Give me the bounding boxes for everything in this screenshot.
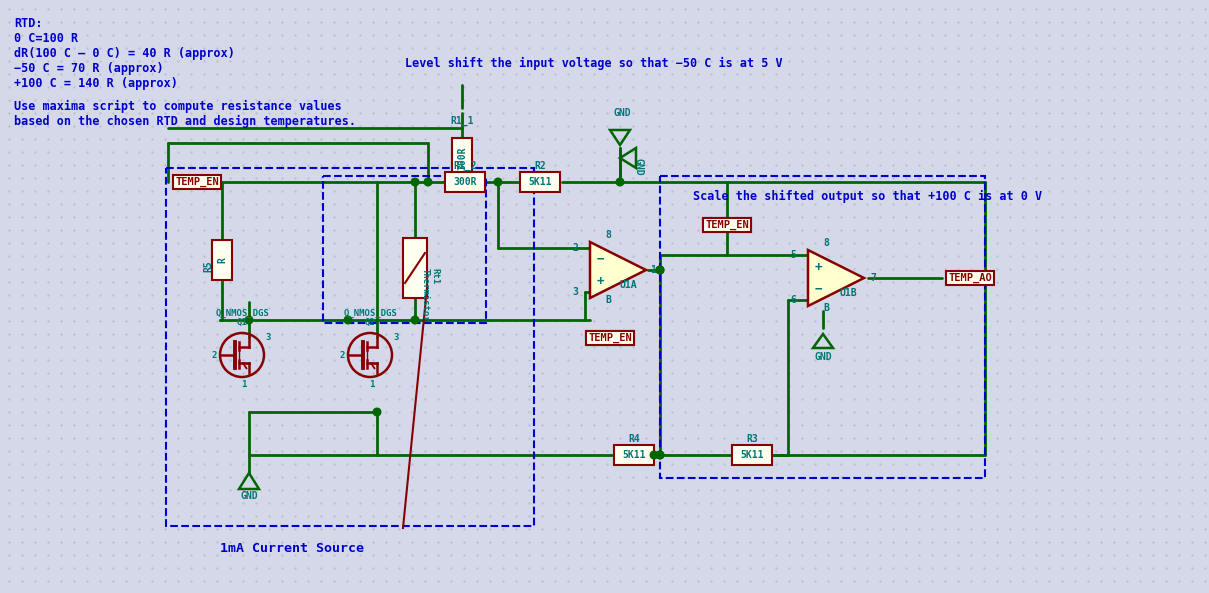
Text: R1_1: R1_1	[450, 116, 474, 126]
Circle shape	[245, 316, 253, 324]
Text: GND: GND	[613, 108, 631, 118]
Bar	[614, 445, 654, 465]
Text: U1B: U1B	[839, 288, 857, 298]
Text: 1: 1	[650, 265, 655, 275]
Text: TEMP_EN: TEMP_EN	[175, 177, 219, 187]
Text: 2: 2	[340, 350, 345, 359]
Text: Use maxima script to compute resistance values: Use maxima script to compute resistance …	[15, 100, 342, 113]
Text: GND: GND	[634, 158, 643, 176]
Text: B: B	[823, 303, 829, 313]
Circle shape	[650, 451, 658, 459]
Text: Q2: Q2	[365, 318, 375, 327]
Text: 6: 6	[791, 295, 796, 305]
Bar	[660, 176, 985, 478]
Bar	[403, 238, 427, 298]
Text: 8: 8	[604, 230, 611, 240]
Text: U1A: U1A	[619, 280, 637, 290]
Circle shape	[656, 451, 664, 459]
Text: R4: R4	[629, 434, 640, 444]
Text: GND: GND	[241, 491, 258, 501]
Text: 1mA Current Source: 1mA Current Source	[220, 542, 364, 555]
Circle shape	[748, 451, 756, 459]
Text: 3: 3	[393, 333, 399, 342]
Polygon shape	[808, 250, 864, 306]
Text: Level shift the input voltage so that −50 C is at 5 V: Level shift the input voltage so that −5…	[405, 57, 782, 70]
Text: 8: 8	[823, 238, 829, 248]
Text: R2: R2	[534, 161, 546, 171]
Text: +: +	[815, 260, 822, 273]
Text: RTD:: RTD:	[15, 17, 42, 30]
Bar	[452, 138, 472, 178]
Bar	[323, 176, 486, 323]
Text: TEMP_EN: TEMP_EN	[705, 220, 748, 230]
Text: Rt1
Thermistor: Rt1 Thermistor	[421, 268, 440, 322]
Text: TEMP_EN: TEMP_EN	[588, 333, 632, 343]
Text: 3: 3	[572, 287, 578, 297]
Circle shape	[424, 178, 432, 186]
Text: Q_NMOS_DGS: Q_NMOS_DGS	[343, 309, 397, 318]
Bar	[731, 445, 773, 465]
Circle shape	[656, 266, 664, 274]
Text: +100 C = 140 R (approx): +100 C = 140 R (approx)	[15, 77, 178, 90]
Circle shape	[411, 178, 418, 186]
Text: −: −	[597, 253, 604, 266]
Text: 300R: 300R	[457, 146, 467, 170]
Text: 0 C=100 R: 0 C=100 R	[15, 32, 79, 45]
Text: 5K11: 5K11	[740, 450, 764, 460]
Text: dR(100 C – 0 C) = 40 R (approx): dR(100 C – 0 C) = 40 R (approx)	[15, 47, 235, 60]
Text: 2: 2	[212, 350, 216, 359]
Text: 1: 1	[242, 380, 247, 389]
Text: TEMP_AO: TEMP_AO	[948, 273, 991, 283]
Bar	[212, 240, 232, 280]
Text: R: R	[216, 257, 227, 263]
Circle shape	[345, 316, 352, 324]
Text: Q1: Q1	[237, 318, 248, 327]
Text: GND: GND	[814, 352, 832, 362]
Text: Scale the shifted output so that +100 C is at 0 V: Scale the shifted output so that +100 C …	[693, 190, 1042, 203]
Polygon shape	[590, 242, 646, 298]
Text: R5: R5	[203, 260, 213, 272]
Text: 7: 7	[870, 273, 875, 283]
Text: R1_2: R1_2	[453, 161, 476, 171]
Text: TEMP_EN: TEMP_EN	[588, 333, 632, 343]
Text: +: +	[597, 275, 604, 288]
Bar	[166, 168, 534, 526]
Text: −50 C = 70 R (approx): −50 C = 70 R (approx)	[15, 62, 163, 75]
Text: 5K11: 5K11	[623, 450, 646, 460]
Text: R3: R3	[746, 434, 758, 444]
Text: −: −	[815, 282, 822, 295]
Bar	[445, 172, 485, 192]
Text: B: B	[604, 295, 611, 305]
Text: 2: 2	[572, 243, 578, 253]
Text: 300R: 300R	[453, 177, 476, 187]
Text: TEMP_EN: TEMP_EN	[705, 220, 748, 230]
Bar	[520, 172, 560, 192]
Circle shape	[656, 266, 664, 274]
Text: 3: 3	[265, 333, 271, 342]
Text: Q_NMOS_DGS: Q_NMOS_DGS	[215, 309, 268, 318]
Text: based on the chosen RTD and design temperatures.: based on the chosen RTD and design tempe…	[15, 115, 355, 128]
Circle shape	[374, 408, 381, 416]
Circle shape	[411, 316, 418, 324]
Text: 5K11: 5K11	[528, 177, 551, 187]
Text: 5: 5	[791, 250, 796, 260]
Circle shape	[617, 178, 624, 186]
Text: 1: 1	[369, 380, 375, 389]
Circle shape	[494, 178, 502, 186]
Circle shape	[656, 451, 664, 459]
